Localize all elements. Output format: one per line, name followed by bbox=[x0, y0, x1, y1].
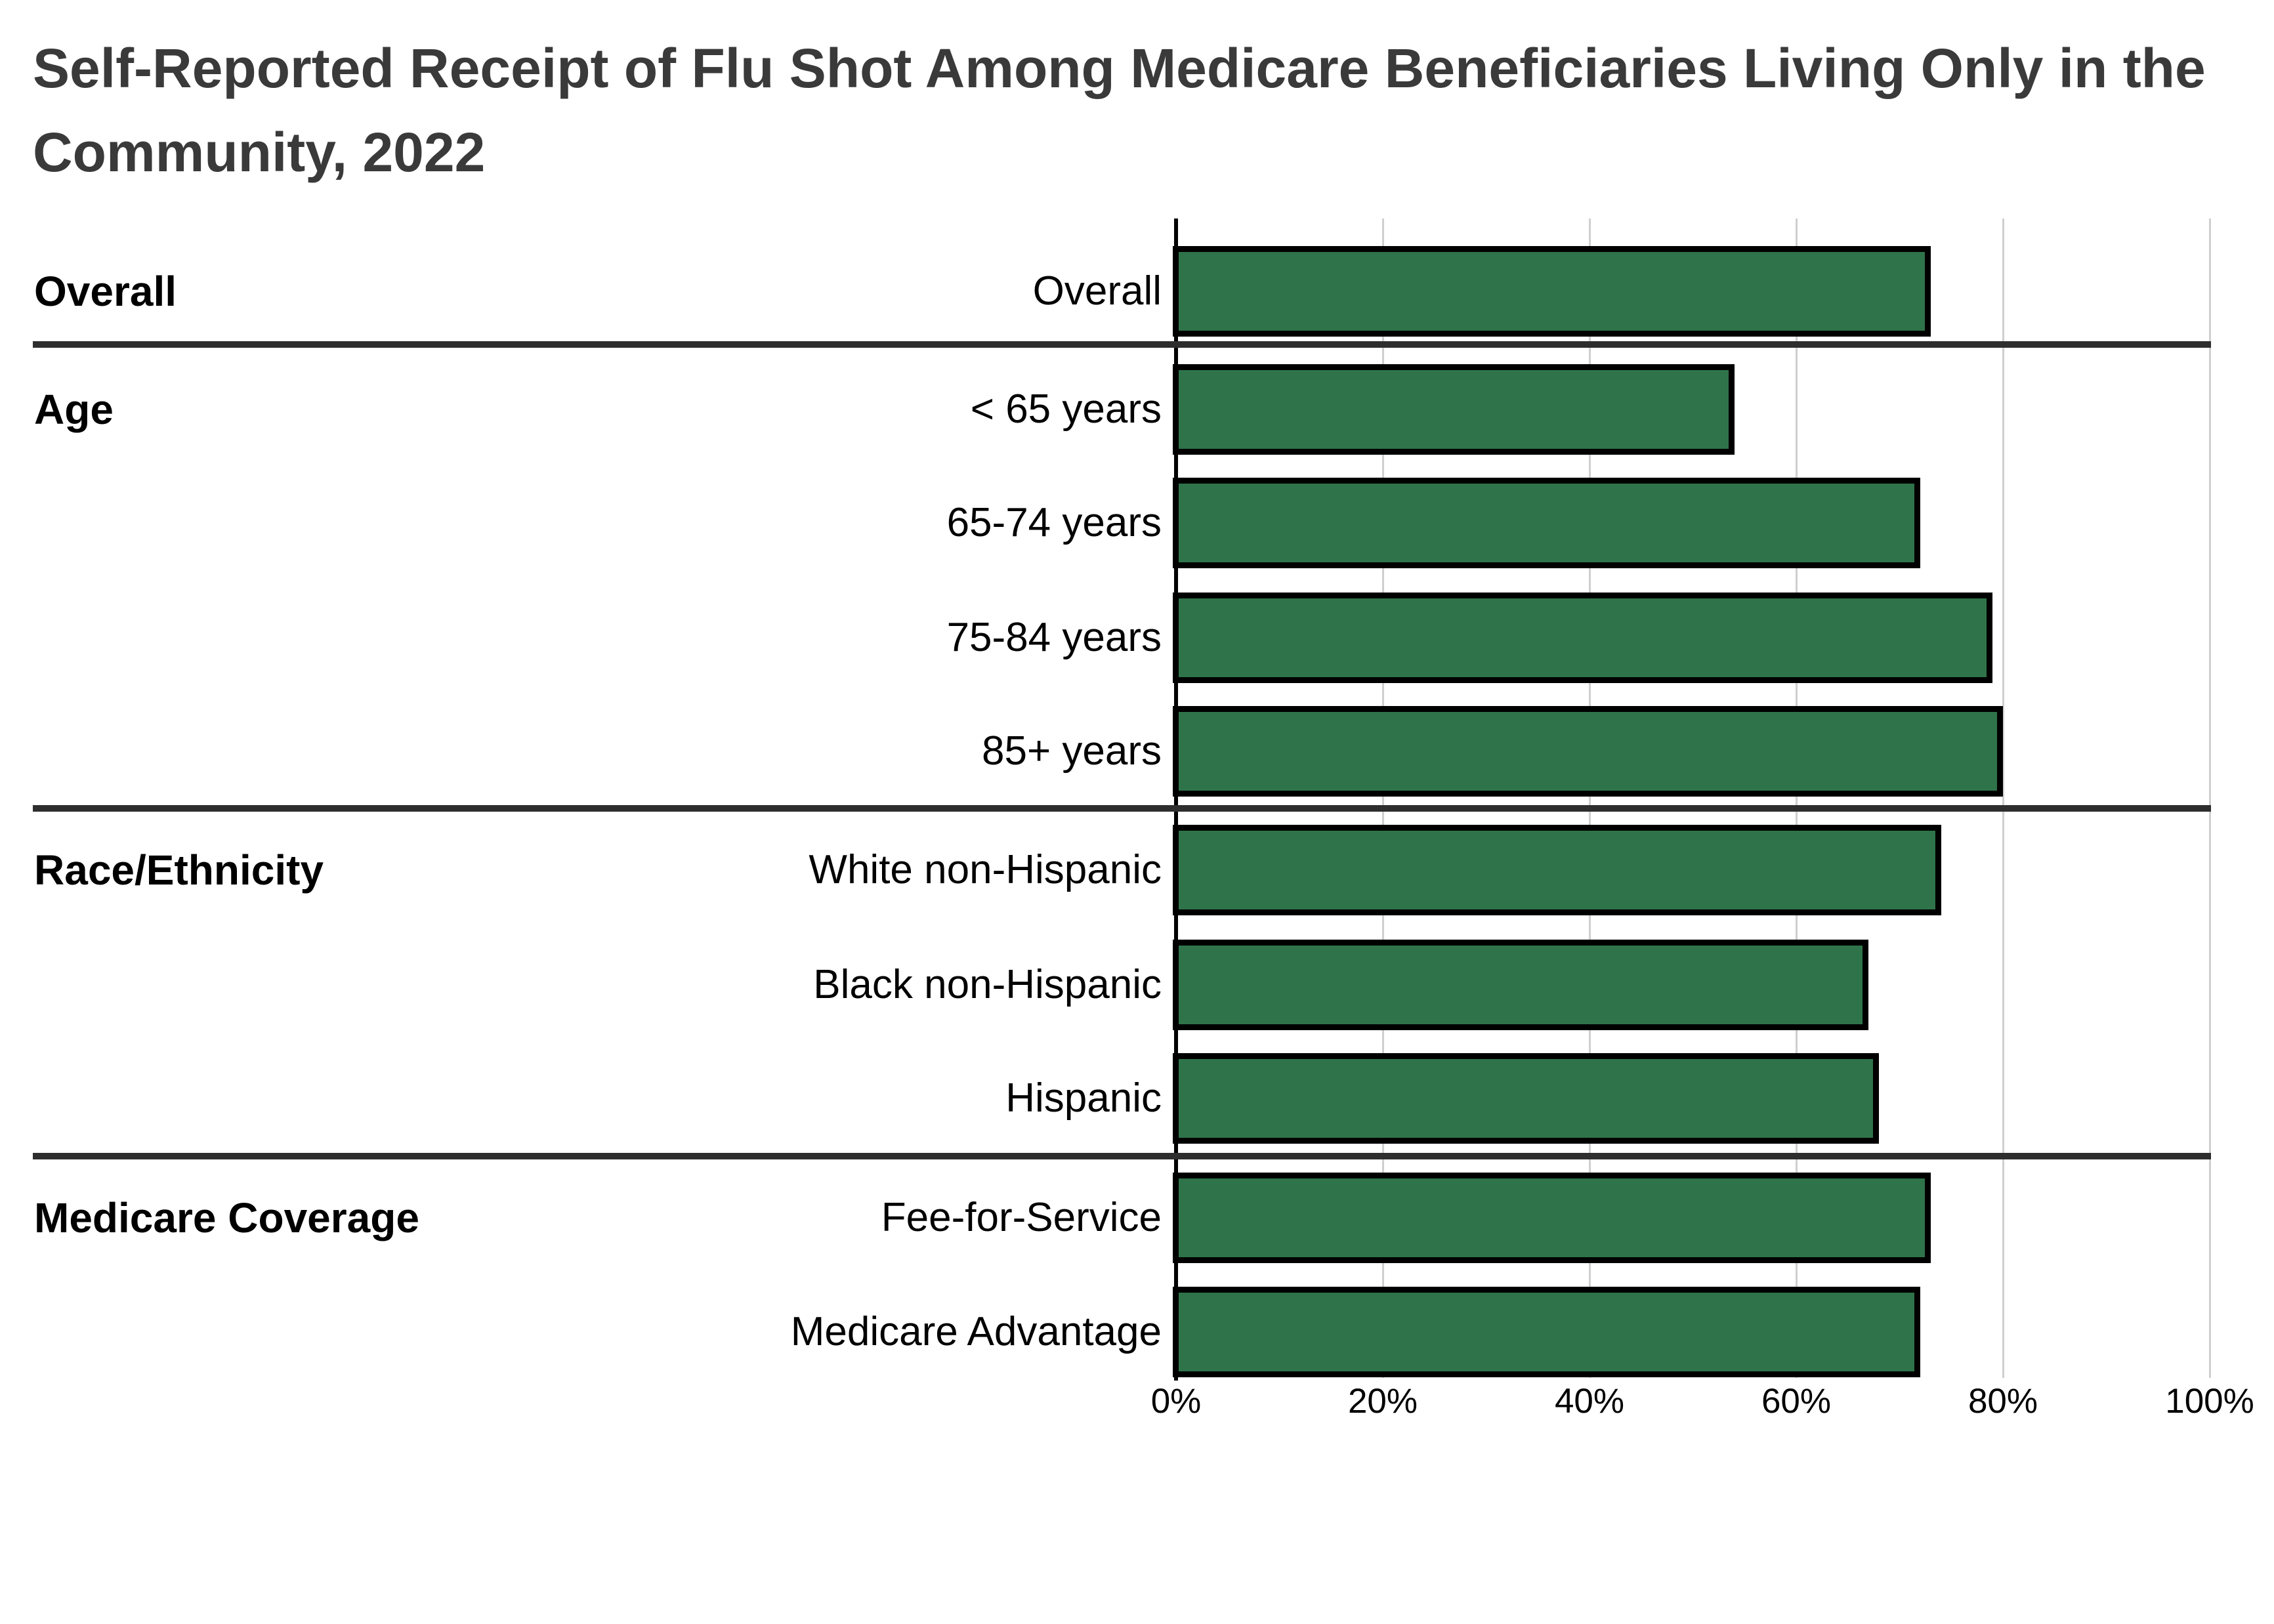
bar-row-label: Black non-Hispanic bbox=[813, 962, 1162, 1007]
bar[interactable] bbox=[1173, 1173, 1931, 1263]
bar[interactable] bbox=[1173, 593, 1993, 683]
group-label: Race/Ethnicity bbox=[34, 846, 324, 894]
bar-row-label: Medicare Advantage bbox=[790, 1309, 1162, 1354]
group-label: Overall bbox=[34, 268, 177, 315]
x-tick-label: 40% bbox=[1554, 1382, 1625, 1421]
group-separator bbox=[33, 805, 2211, 812]
group-label: Medicare Coverage bbox=[34, 1194, 419, 1241]
chart-title: Self-Reported Receipt of Flu Shot Among … bbox=[33, 26, 2206, 194]
bar[interactable] bbox=[1173, 706, 2003, 797]
bar-row-label: 75-84 years bbox=[946, 615, 1162, 660]
bar[interactable] bbox=[1173, 478, 1920, 568]
bar-row-label: Fee-for-Service bbox=[881, 1195, 1162, 1240]
x-tick-label: 0% bbox=[1150, 1382, 1202, 1421]
x-tick-label: 60% bbox=[1761, 1382, 1832, 1421]
bar-row-label: 65-74 years bbox=[946, 500, 1162, 545]
chart-title-line2: Community, 2022 bbox=[33, 121, 486, 183]
x-tick-label: 20% bbox=[1347, 1382, 1418, 1421]
gridline bbox=[1381, 219, 1384, 1378]
gridline bbox=[1588, 219, 1591, 1378]
bar-row-label: 85+ years bbox=[981, 728, 1162, 774]
bar[interactable] bbox=[1173, 1287, 1920, 1377]
group-separator bbox=[33, 341, 2211, 348]
group-label: Age bbox=[34, 386, 114, 433]
gridline bbox=[2208, 219, 2211, 1378]
bar-row-label: < 65 years bbox=[970, 386, 1162, 432]
bar-row-label: Hispanic bbox=[1005, 1075, 1162, 1121]
x-axis-zero-line bbox=[1174, 219, 1178, 1381]
gridline bbox=[1795, 219, 1798, 1378]
bar-row-label: White non-Hispanic bbox=[809, 847, 1162, 892]
bar[interactable] bbox=[1173, 246, 1931, 337]
bar-row-label: Overall bbox=[1032, 268, 1162, 314]
bar[interactable] bbox=[1173, 940, 1869, 1030]
x-tick-label: 80% bbox=[1968, 1382, 2038, 1421]
chart-title-line1: Self-Reported Receipt of Flu Shot Among … bbox=[33, 37, 2206, 99]
bar[interactable] bbox=[1173, 364, 1735, 455]
bar[interactable] bbox=[1173, 825, 1941, 915]
bar[interactable] bbox=[1173, 1053, 1879, 1144]
group-separator bbox=[33, 1153, 2211, 1159]
x-tick-label: 100% bbox=[2165, 1382, 2254, 1421]
gridline bbox=[2002, 219, 2004, 1378]
